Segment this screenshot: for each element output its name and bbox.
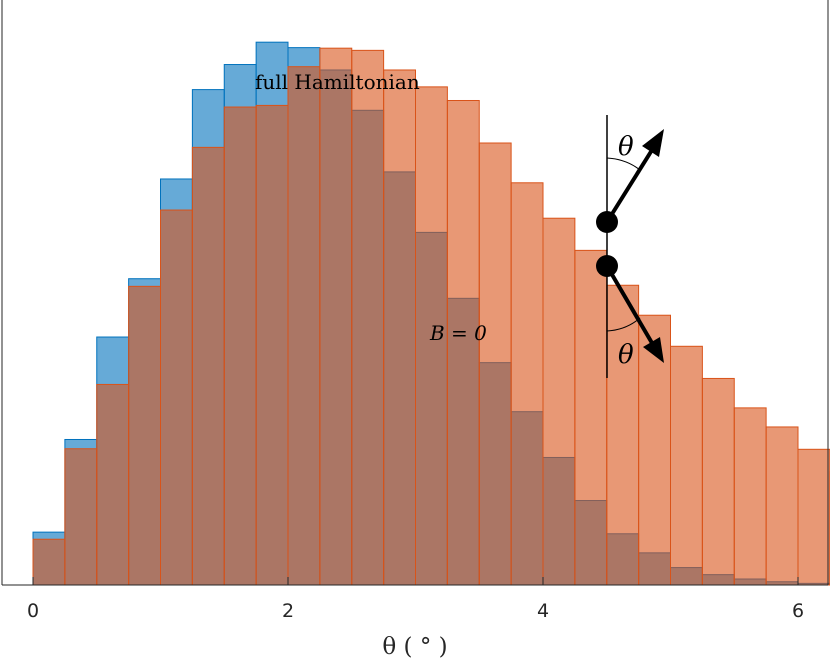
- x-axis-ticks: 024681012: [27, 577, 804, 622]
- histogram-bar: [733, 407, 767, 586]
- histogram-bar: [797, 448, 830, 586]
- histogram-bar: [765, 426, 799, 586]
- x-tick-label: 2: [282, 600, 294, 622]
- histogram-bar: [223, 106, 257, 586]
- histogram-bar: [319, 47, 353, 586]
- histogram-bar: [383, 69, 416, 586]
- histogram-bar: [64, 448, 98, 586]
- histogram-bar: [446, 99, 480, 586]
- spin-diagram-inset: θ θ: [596, 115, 664, 378]
- histogram-bar: [606, 284, 640, 586]
- inset-arrowhead-bottom: [643, 337, 664, 363]
- plot-frame: [1, 0, 829, 586]
- inset-angle-arc-top: [606, 157, 641, 171]
- inset-particle-top: [596, 211, 618, 233]
- x-tick-label: 0: [27, 600, 39, 622]
- histogram-bar: [287, 66, 321, 586]
- histogram-bar: [160, 209, 193, 586]
- histogram-bar: [670, 345, 703, 586]
- histogram-bar: [96, 383, 130, 586]
- histogram-bar: [32, 538, 66, 586]
- inset-arrowhead-top: [642, 129, 664, 157]
- inset-arrow-top: [605, 148, 654, 224]
- histogram-bar: [542, 217, 576, 586]
- histogram-bar: [510, 182, 544, 586]
- bars-layer: [32, 41, 830, 586]
- series-b-zero: [32, 47, 830, 586]
- x-tick-label: 4: [537, 600, 549, 622]
- inset-particle-bottom: [596, 255, 618, 277]
- histogram-bar: [701, 377, 735, 586]
- inset-arrow-bottom: [605, 264, 654, 345]
- histogram-bar: [574, 249, 608, 586]
- histogram-bar: [128, 285, 161, 586]
- histogram-bar: [351, 49, 385, 586]
- x-axis-label: θ ( ° ): [382, 634, 447, 660]
- histogram-bar: [255, 104, 289, 586]
- inset-theta-top: θ: [618, 132, 634, 162]
- annotation-full-hamiltonian: full Hamiltonian: [255, 70, 420, 94]
- histogram-bar: [191, 146, 225, 586]
- x-tick-label: 6: [792, 600, 804, 622]
- histogram-bar: [478, 142, 512, 586]
- inset-theta-bottom: θ: [618, 340, 634, 370]
- annotation-b-zero: B = 0: [429, 321, 487, 345]
